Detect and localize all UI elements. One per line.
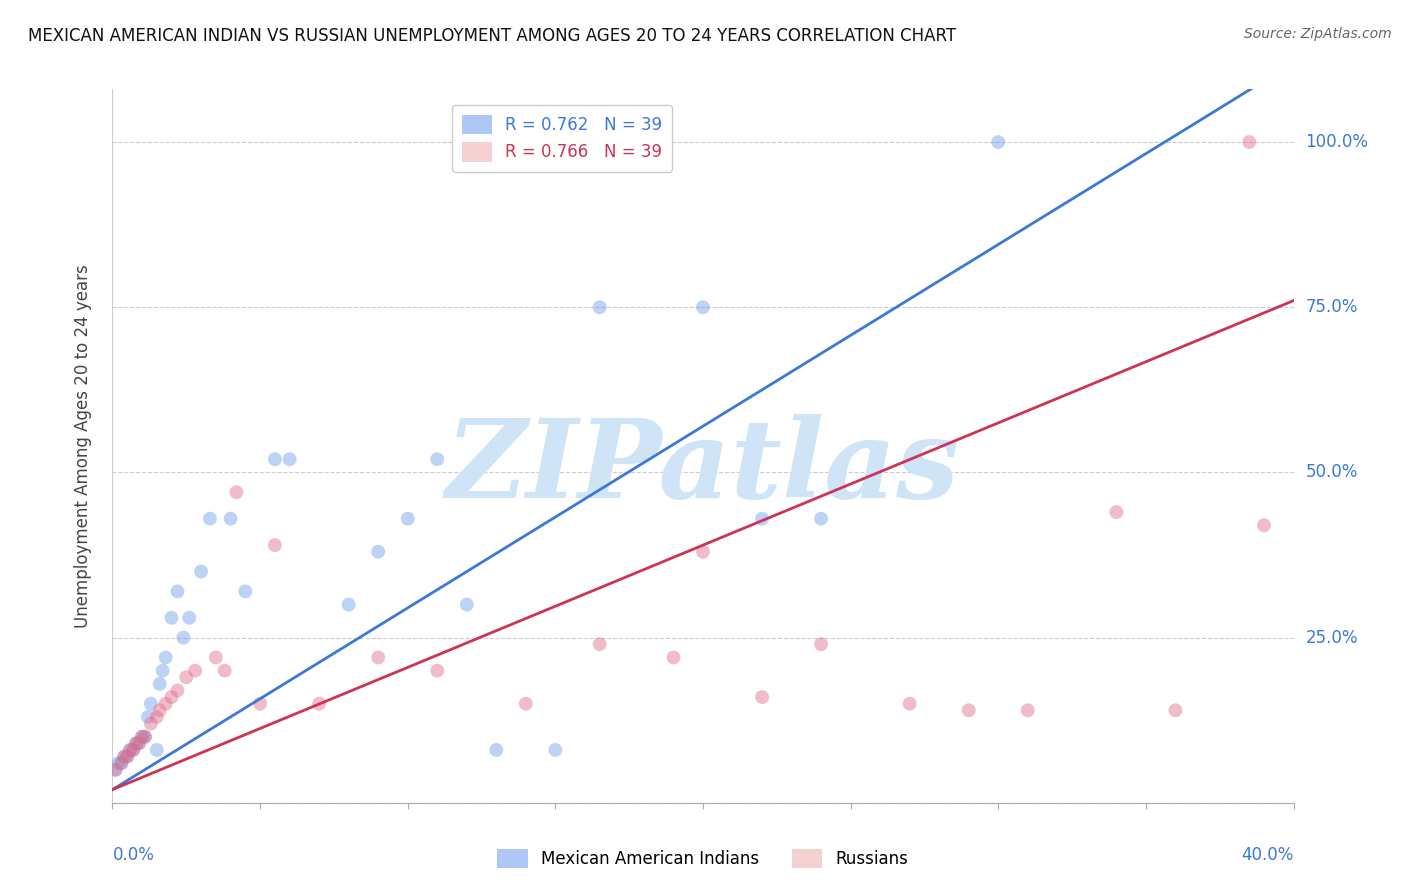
Text: MEXICAN AMERICAN INDIAN VS RUSSIAN UNEMPLOYMENT AMONG AGES 20 TO 24 YEARS CORREL: MEXICAN AMERICAN INDIAN VS RUSSIAN UNEMP… <box>28 27 956 45</box>
Point <box>112 749 135 764</box>
Point <box>110 756 132 771</box>
Point <box>146 743 169 757</box>
Point <box>751 690 773 704</box>
Point <box>184 664 207 678</box>
Point <box>264 452 287 467</box>
Point <box>1239 135 1261 149</box>
Legend: Mexican American Indians, Russians: Mexican American Indians, Russians <box>491 842 915 875</box>
Point <box>190 565 212 579</box>
Text: 75.0%: 75.0% <box>1305 298 1358 317</box>
Point <box>166 683 188 698</box>
Point <box>515 697 537 711</box>
Point <box>160 611 183 625</box>
Legend: R = 0.762   N = 39, R = 0.766   N = 39: R = 0.762 N = 39, R = 0.766 N = 39 <box>451 104 672 171</box>
Point <box>198 511 221 525</box>
Point <box>107 756 129 771</box>
Point <box>485 743 508 757</box>
Point <box>146 710 169 724</box>
Point <box>588 637 610 651</box>
Point <box>179 611 201 625</box>
Point <box>131 730 153 744</box>
Point <box>134 730 156 744</box>
Point <box>174 670 197 684</box>
Point <box>149 677 172 691</box>
Point <box>426 664 449 678</box>
Text: 100.0%: 100.0% <box>1305 133 1368 151</box>
Point <box>166 584 188 599</box>
Point <box>136 710 159 724</box>
Point <box>1105 505 1128 519</box>
Point <box>308 697 330 711</box>
Point <box>139 716 162 731</box>
Point <box>110 756 132 771</box>
Point <box>104 763 127 777</box>
Text: 25.0%: 25.0% <box>1305 629 1358 647</box>
Point <box>810 511 832 525</box>
Point <box>1164 703 1187 717</box>
Point <box>810 637 832 651</box>
Point <box>122 743 145 757</box>
Text: 0.0%: 0.0% <box>112 846 155 863</box>
Point <box>128 736 150 750</box>
Point <box>337 598 360 612</box>
Point <box>214 664 236 678</box>
Point <box>544 743 567 757</box>
Point <box>122 743 145 757</box>
Point <box>125 736 148 750</box>
Point <box>160 690 183 704</box>
Point <box>249 697 271 711</box>
Point <box>172 631 194 645</box>
Point <box>134 730 156 744</box>
Text: ZIPatlas: ZIPatlas <box>446 414 960 521</box>
Point <box>233 584 256 599</box>
Text: 40.0%: 40.0% <box>1241 846 1294 863</box>
Point <box>588 300 610 314</box>
Point <box>117 749 138 764</box>
Point <box>898 697 921 711</box>
Point <box>205 650 228 665</box>
Point <box>125 736 148 750</box>
Point <box>139 697 162 711</box>
Point <box>957 703 980 717</box>
Point <box>219 511 242 525</box>
Point <box>155 650 177 665</box>
Y-axis label: Unemployment Among Ages 20 to 24 years: Unemployment Among Ages 20 to 24 years <box>73 264 91 628</box>
Point <box>104 763 127 777</box>
Point <box>367 545 389 559</box>
Point <box>1017 703 1039 717</box>
Point <box>367 650 389 665</box>
Point <box>278 452 301 467</box>
Text: 50.0%: 50.0% <box>1305 464 1358 482</box>
Point <box>692 545 714 559</box>
Point <box>149 703 172 717</box>
Point <box>751 511 773 525</box>
Point <box>120 743 142 757</box>
Point <box>1253 518 1275 533</box>
Point <box>396 511 419 525</box>
Point <box>117 749 138 764</box>
Point <box>426 452 449 467</box>
Point <box>264 538 287 552</box>
Point <box>152 664 174 678</box>
Point <box>692 300 714 314</box>
Text: Source: ZipAtlas.com: Source: ZipAtlas.com <box>1244 27 1392 41</box>
Point <box>662 650 685 665</box>
Point <box>112 749 135 764</box>
Point <box>987 135 1010 149</box>
Point <box>131 730 153 744</box>
Point <box>128 736 150 750</box>
Point <box>120 743 142 757</box>
Point <box>456 598 478 612</box>
Point <box>225 485 247 500</box>
Point <box>155 697 177 711</box>
